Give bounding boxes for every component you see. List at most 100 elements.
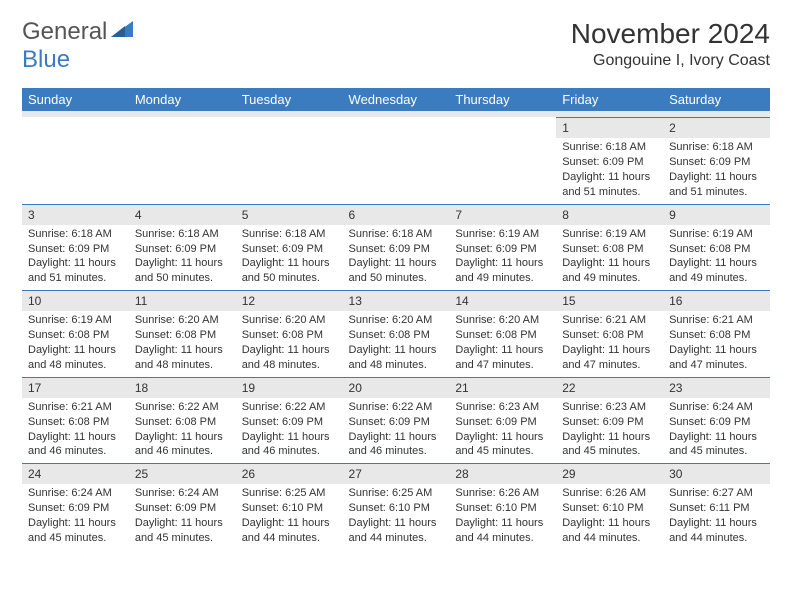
- day-number: 6: [343, 204, 450, 225]
- day-number: 30: [663, 463, 770, 484]
- sunrise-line: Sunrise: 6:22 AM: [242, 400, 337, 415]
- sunrise-line: Sunrise: 6:21 AM: [669, 313, 764, 328]
- calendar-week-row: 24Sunrise: 6:24 AMSunset: 6:09 PMDayligh…: [22, 463, 770, 550]
- day-number: 22: [556, 377, 663, 398]
- sunset-line: Sunset: 6:09 PM: [349, 415, 444, 430]
- weekday-header: Friday: [556, 88, 663, 111]
- sunrise-line: Sunrise: 6:18 AM: [28, 227, 123, 242]
- day-number: 26: [236, 463, 343, 484]
- daylight-line: Daylight: 11 hours and 45 minutes.: [28, 516, 123, 546]
- day-body: Sunrise: 6:18 AMSunset: 6:09 PMDaylight:…: [22, 225, 129, 290]
- sunset-line: Sunset: 6:09 PM: [242, 415, 337, 430]
- calendar-day-cell: 11Sunrise: 6:20 AMSunset: 6:08 PMDayligh…: [129, 290, 236, 377]
- logo-triangle-icon: [111, 18, 133, 45]
- day-number: 15: [556, 290, 663, 311]
- day-body: Sunrise: 6:22 AMSunset: 6:09 PMDaylight:…: [236, 398, 343, 463]
- calendar-week-row: 1Sunrise: 6:18 AMSunset: 6:09 PMDaylight…: [22, 117, 770, 204]
- sunset-line: Sunset: 6:09 PM: [562, 415, 657, 430]
- day-number: 4: [129, 204, 236, 225]
- day-number: 9: [663, 204, 770, 225]
- daylight-line: Daylight: 11 hours and 45 minutes.: [669, 430, 764, 460]
- sunset-line: Sunset: 6:09 PM: [669, 415, 764, 430]
- day-number: 3: [22, 204, 129, 225]
- sunset-line: Sunset: 6:08 PM: [562, 328, 657, 343]
- day-number: 7: [449, 204, 556, 225]
- logo: GeneralBlue: [22, 18, 133, 74]
- calendar-day-cell: 17Sunrise: 6:21 AMSunset: 6:08 PMDayligh…: [22, 377, 129, 464]
- day-body: Sunrise: 6:19 AMSunset: 6:09 PMDaylight:…: [449, 225, 556, 290]
- day-body: Sunrise: 6:20 AMSunset: 6:08 PMDaylight:…: [129, 311, 236, 376]
- sunrise-line: Sunrise: 6:23 AM: [455, 400, 550, 415]
- day-body: Sunrise: 6:24 AMSunset: 6:09 PMDaylight:…: [129, 484, 236, 549]
- month-title: November 2024: [571, 18, 770, 50]
- calendar-day-cell: [236, 117, 343, 204]
- weekday-header: Monday: [129, 88, 236, 111]
- sunset-line: Sunset: 6:08 PM: [242, 328, 337, 343]
- calendar-day-cell: [22, 117, 129, 204]
- day-number: 19: [236, 377, 343, 398]
- day-body: Sunrise: 6:24 AMSunset: 6:09 PMDaylight:…: [22, 484, 129, 549]
- calendar-day-cell: 21Sunrise: 6:23 AMSunset: 6:09 PMDayligh…: [449, 377, 556, 464]
- sunrise-line: Sunrise: 6:20 AM: [349, 313, 444, 328]
- logo-text-1: General: [22, 18, 107, 45]
- sunset-line: Sunset: 6:08 PM: [135, 328, 230, 343]
- sunrise-line: Sunrise: 6:26 AM: [562, 486, 657, 501]
- daylight-line: Daylight: 11 hours and 44 minutes.: [455, 516, 550, 546]
- sunrise-line: Sunrise: 6:19 AM: [669, 227, 764, 242]
- sunrise-line: Sunrise: 6:22 AM: [349, 400, 444, 415]
- weekday-header: Sunday: [22, 88, 129, 111]
- day-body: Sunrise: 6:21 AMSunset: 6:08 PMDaylight:…: [556, 311, 663, 376]
- sunset-line: Sunset: 6:08 PM: [349, 328, 444, 343]
- calendar-week-row: 3Sunrise: 6:18 AMSunset: 6:09 PMDaylight…: [22, 204, 770, 291]
- calendar-day-cell: 13Sunrise: 6:20 AMSunset: 6:08 PMDayligh…: [343, 290, 450, 377]
- sunrise-line: Sunrise: 6:25 AM: [349, 486, 444, 501]
- sunrise-line: Sunrise: 6:19 AM: [28, 313, 123, 328]
- sunrise-line: Sunrise: 6:24 AM: [135, 486, 230, 501]
- header: GeneralBlue November 2024 Gongouine I, I…: [22, 18, 770, 74]
- sunrise-line: Sunrise: 6:23 AM: [562, 400, 657, 415]
- calendar-day-cell: 8Sunrise: 6:19 AMSunset: 6:08 PMDaylight…: [556, 204, 663, 291]
- day-number: 11: [129, 290, 236, 311]
- daylight-line: Daylight: 11 hours and 46 minutes.: [242, 430, 337, 460]
- sunset-line: Sunset: 6:10 PM: [562, 501, 657, 516]
- day-number: 12: [236, 290, 343, 311]
- calendar-day-cell: 12Sunrise: 6:20 AMSunset: 6:08 PMDayligh…: [236, 290, 343, 377]
- sunrise-line: Sunrise: 6:18 AM: [562, 140, 657, 155]
- day-number: 21: [449, 377, 556, 398]
- daylight-line: Daylight: 11 hours and 50 minutes.: [242, 256, 337, 286]
- weekday-header: Tuesday: [236, 88, 343, 111]
- calendar-day-cell: [343, 117, 450, 204]
- sunset-line: Sunset: 6:10 PM: [349, 501, 444, 516]
- sunrise-line: Sunrise: 6:18 AM: [669, 140, 764, 155]
- daylight-line: Daylight: 11 hours and 51 minutes.: [28, 256, 123, 286]
- daylight-line: Daylight: 11 hours and 46 minutes.: [135, 430, 230, 460]
- day-body: Sunrise: 6:20 AMSunset: 6:08 PMDaylight:…: [449, 311, 556, 376]
- daylight-line: Daylight: 11 hours and 48 minutes.: [349, 343, 444, 373]
- sunset-line: Sunset: 6:08 PM: [135, 415, 230, 430]
- day-number: 14: [449, 290, 556, 311]
- sunrise-line: Sunrise: 6:18 AM: [242, 227, 337, 242]
- day-body: Sunrise: 6:22 AMSunset: 6:08 PMDaylight:…: [129, 398, 236, 463]
- daylight-line: Daylight: 11 hours and 44 minutes.: [669, 516, 764, 546]
- day-number: 29: [556, 463, 663, 484]
- sunrise-line: Sunrise: 6:25 AM: [242, 486, 337, 501]
- sunset-line: Sunset: 6:10 PM: [242, 501, 337, 516]
- day-body: Sunrise: 6:22 AMSunset: 6:09 PMDaylight:…: [343, 398, 450, 463]
- calendar-day-cell: 29Sunrise: 6:26 AMSunset: 6:10 PMDayligh…: [556, 463, 663, 550]
- day-body: Sunrise: 6:20 AMSunset: 6:08 PMDaylight:…: [236, 311, 343, 376]
- calendar-day-cell: 15Sunrise: 6:21 AMSunset: 6:08 PMDayligh…: [556, 290, 663, 377]
- calendar-day-cell: 30Sunrise: 6:27 AMSunset: 6:11 PMDayligh…: [663, 463, 770, 550]
- sunset-line: Sunset: 6:08 PM: [28, 328, 123, 343]
- daylight-line: Daylight: 11 hours and 44 minutes.: [242, 516, 337, 546]
- calendar-week-row: 17Sunrise: 6:21 AMSunset: 6:08 PMDayligh…: [22, 377, 770, 464]
- day-number: 27: [343, 463, 450, 484]
- sunrise-line: Sunrise: 6:26 AM: [455, 486, 550, 501]
- day-body: Sunrise: 6:21 AMSunset: 6:08 PMDaylight:…: [22, 398, 129, 463]
- calendar-day-cell: [449, 117, 556, 204]
- day-body: Sunrise: 6:26 AMSunset: 6:10 PMDaylight:…: [449, 484, 556, 549]
- sunrise-line: Sunrise: 6:24 AM: [28, 486, 123, 501]
- day-body: Sunrise: 6:18 AMSunset: 6:09 PMDaylight:…: [236, 225, 343, 290]
- calendar-day-cell: 10Sunrise: 6:19 AMSunset: 6:08 PMDayligh…: [22, 290, 129, 377]
- calendar-day-cell: 4Sunrise: 6:18 AMSunset: 6:09 PMDaylight…: [129, 204, 236, 291]
- sunrise-line: Sunrise: 6:21 AM: [562, 313, 657, 328]
